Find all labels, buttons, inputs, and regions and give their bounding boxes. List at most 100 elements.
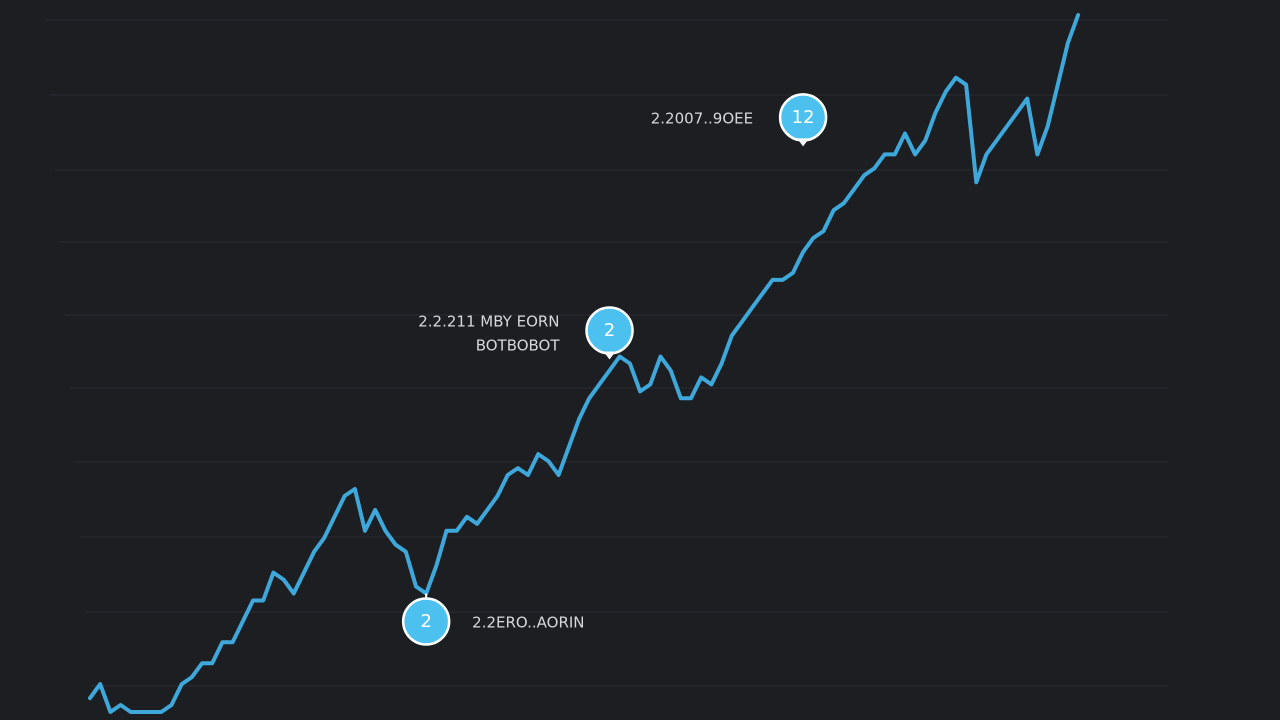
data-point bbox=[883, 152, 887, 156]
data-point bbox=[933, 111, 938, 115]
annotation-layer: 2 2.2ERO..AORIN 2 2.2.211 MBY EORN BOTBOBOT 1… bbox=[401, 93, 828, 646]
data-point bbox=[628, 361, 632, 366]
data-point bbox=[750, 306, 754, 310]
annotation-label: 2.2.211 MBY EORN bbox=[418, 313, 559, 331]
data-point bbox=[689, 396, 693, 400]
data-point bbox=[669, 368, 673, 373]
data-point bbox=[404, 550, 408, 554]
annotation-label: BOTBOBOT bbox=[476, 337, 561, 355]
data-point bbox=[251, 598, 255, 603]
data-point bbox=[923, 138, 927, 143]
data-point bbox=[801, 250, 805, 254]
data-point bbox=[302, 571, 306, 575]
data-point bbox=[526, 473, 530, 477]
data-point bbox=[842, 201, 846, 205]
data-point bbox=[597, 382, 601, 386]
data-point bbox=[108, 710, 112, 714]
data-point bbox=[394, 543, 398, 547]
data-point bbox=[679, 396, 683, 400]
data-point bbox=[577, 417, 581, 421]
marker-pointer bbox=[797, 138, 810, 147]
data-point bbox=[220, 640, 224, 644]
data-point bbox=[455, 529, 459, 533]
data-point bbox=[730, 334, 734, 338]
data-point bbox=[1046, 124, 1050, 129]
data-point bbox=[964, 83, 968, 87]
data-point bbox=[587, 396, 591, 400]
data-point bbox=[98, 682, 102, 686]
data-point bbox=[383, 529, 387, 533]
data-point bbox=[495, 494, 500, 498]
data-point bbox=[944, 90, 948, 94]
annotation-label: 2.2ERO..AORIN bbox=[472, 614, 584, 632]
data-point bbox=[169, 703, 174, 707]
data-point bbox=[770, 278, 775, 282]
data-point bbox=[954, 76, 958, 80]
data-point bbox=[159, 710, 163, 714]
series-line bbox=[88, 13, 1081, 714]
data-point bbox=[1035, 152, 1039, 156]
annotation-3: 12 2.2007..9OEE bbox=[651, 93, 828, 147]
data-point bbox=[1066, 41, 1070, 45]
data-point bbox=[241, 619, 245, 624]
data-point bbox=[149, 710, 153, 714]
data-point bbox=[485, 508, 489, 512]
data-point bbox=[536, 452, 540, 456]
data-point bbox=[343, 494, 347, 498]
data-point bbox=[434, 564, 438, 568]
data-point bbox=[414, 584, 418, 589]
annotation-label: 2.2007..9OEE bbox=[651, 109, 753, 127]
data-point bbox=[811, 236, 815, 240]
data-point bbox=[129, 710, 133, 714]
data-point bbox=[607, 368, 612, 373]
data-point bbox=[567, 445, 571, 449]
data-point bbox=[648, 382, 652, 386]
data-point bbox=[312, 550, 316, 554]
data-point bbox=[720, 361, 724, 366]
data-point bbox=[995, 138, 999, 143]
data-point bbox=[332, 515, 337, 519]
data-point bbox=[893, 152, 897, 156]
data-point bbox=[1056, 83, 1060, 87]
data-point bbox=[638, 389, 642, 393]
data-point bbox=[231, 640, 235, 644]
data-point bbox=[872, 166, 877, 170]
data-point bbox=[373, 508, 377, 512]
data-point bbox=[282, 578, 286, 582]
data-point bbox=[557, 473, 561, 477]
data-point bbox=[984, 152, 989, 156]
data-point bbox=[546, 459, 551, 463]
data-point bbox=[475, 522, 479, 526]
marker-label: 2 bbox=[604, 320, 615, 341]
data-point bbox=[363, 529, 367, 533]
series-layer bbox=[88, 13, 1081, 714]
data-point bbox=[1005, 124, 1009, 129]
data-point bbox=[465, 515, 469, 519]
data-point bbox=[862, 173, 866, 177]
data-point bbox=[516, 466, 520, 470]
data-point bbox=[190, 675, 194, 679]
data-point bbox=[322, 536, 326, 540]
data-point bbox=[271, 571, 275, 575]
data-point bbox=[1025, 97, 1029, 101]
data-point bbox=[353, 487, 357, 491]
marker-label: 12 bbox=[792, 107, 815, 128]
data-point bbox=[791, 271, 795, 275]
annotation-1: 2 2.2ERO..AORIN bbox=[401, 593, 585, 646]
data-point bbox=[1015, 111, 1019, 115]
data-point bbox=[139, 710, 143, 714]
data-point bbox=[261, 598, 265, 603]
data-point bbox=[658, 354, 663, 359]
data-point bbox=[1076, 13, 1080, 17]
data-point bbox=[760, 292, 764, 296]
data-point bbox=[903, 131, 907, 136]
marker-label: 2 bbox=[420, 611, 431, 632]
data-point bbox=[88, 696, 92, 700]
data-point bbox=[699, 375, 703, 379]
data-point bbox=[200, 661, 204, 665]
data-point bbox=[832, 208, 836, 212]
data-point bbox=[781, 278, 785, 282]
data-point bbox=[709, 382, 714, 386]
